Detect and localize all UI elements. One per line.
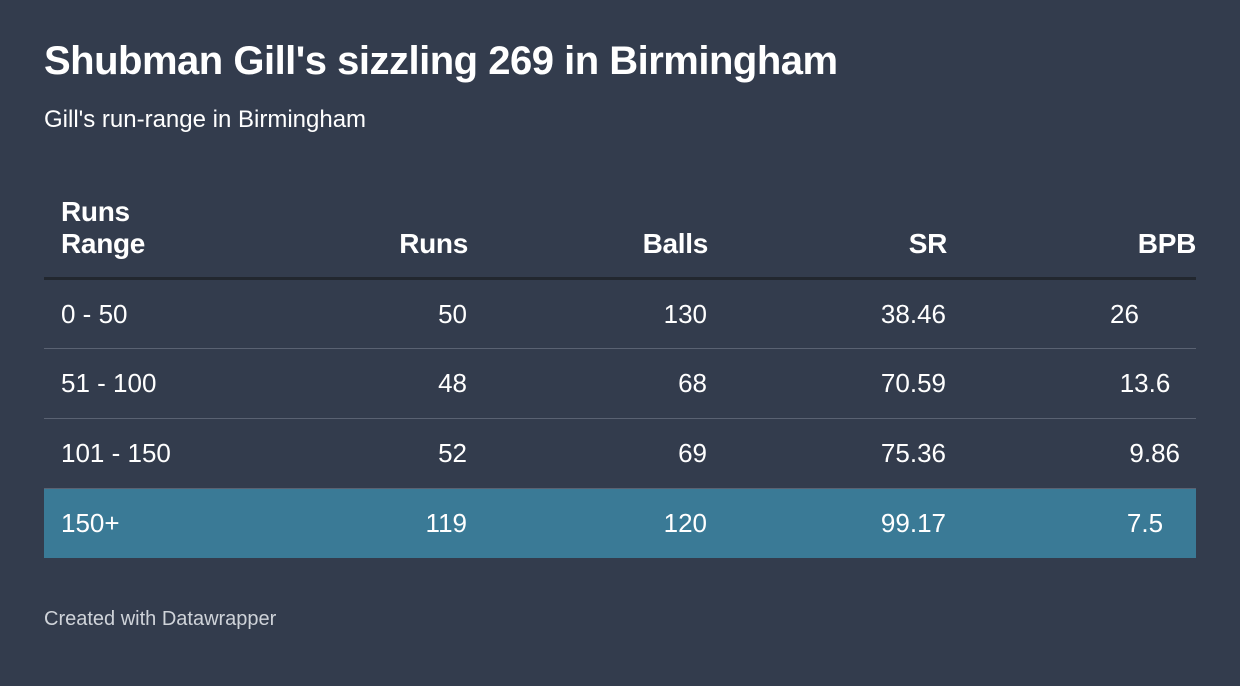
cell-balls: 69	[468, 418, 708, 489]
bpb-value: 7.5	[1126, 508, 1164, 539]
cell-runs: 50	[228, 278, 468, 349]
cell-runs: 52	[228, 418, 468, 489]
cell-bpb: 26	[947, 278, 1196, 349]
table-row: 0 - 50 50 130 38.46 26	[44, 278, 1196, 349]
header-runs[interactable]: Runs	[228, 192, 468, 280]
footer-credit[interactable]: Created with Datawrapper	[44, 608, 277, 630]
data-table: Runs Range Runs Balls SR BPB 0 - 50 50 1…	[44, 192, 1196, 558]
bpb-value: 26	[1110, 298, 1139, 329]
table-row: 51 - 100 48 68 70.59 13.6	[44, 348, 1196, 419]
cell-bpb: 13.6	[947, 348, 1196, 419]
header-bpb[interactable]: BPB	[947, 192, 1196, 280]
cell-runs: 119	[228, 488, 468, 558]
cell-runs-range: 101 - 150	[44, 418, 228, 489]
header-runs-range[interactable]: Runs Range	[44, 192, 228, 280]
cell-sr: 75.36	[708, 418, 947, 489]
chart-subtitle: Gill's run-range in Birmingham	[44, 106, 367, 133]
table-header-row: Runs Range Runs Balls SR BPB	[44, 192, 1196, 280]
cell-runs-range: 150+	[44, 488, 228, 558]
header-balls[interactable]: Balls	[468, 192, 708, 280]
cell-sr: 38.46	[708, 278, 947, 349]
cell-runs-range: 0 - 50	[44, 278, 228, 349]
header-sr[interactable]: SR	[708, 192, 947, 280]
cell-balls: 120	[468, 488, 708, 558]
bpb-value: 9.86	[1129, 438, 1180, 468]
cell-balls: 68	[468, 348, 708, 419]
cell-sr: 99.17	[708, 488, 947, 558]
table-row: 101 - 150 52 69 75.36 9.86	[44, 418, 1196, 489]
table-row-highlighted: 150+ 119 120 99.17 7.5	[44, 488, 1196, 558]
cell-bpb: 9.86	[947, 418, 1196, 489]
cell-runs: 48	[228, 348, 468, 419]
cell-balls: 130	[468, 278, 708, 349]
cell-bpb: 7.5	[947, 488, 1196, 558]
chart-title: Shubman Gill's sizzling 269 in Birmingha…	[44, 39, 838, 83]
cell-sr: 70.59	[708, 348, 947, 419]
bpb-value: 13.6	[1119, 368, 1171, 398]
cell-runs-range: 51 - 100	[44, 348, 228, 419]
